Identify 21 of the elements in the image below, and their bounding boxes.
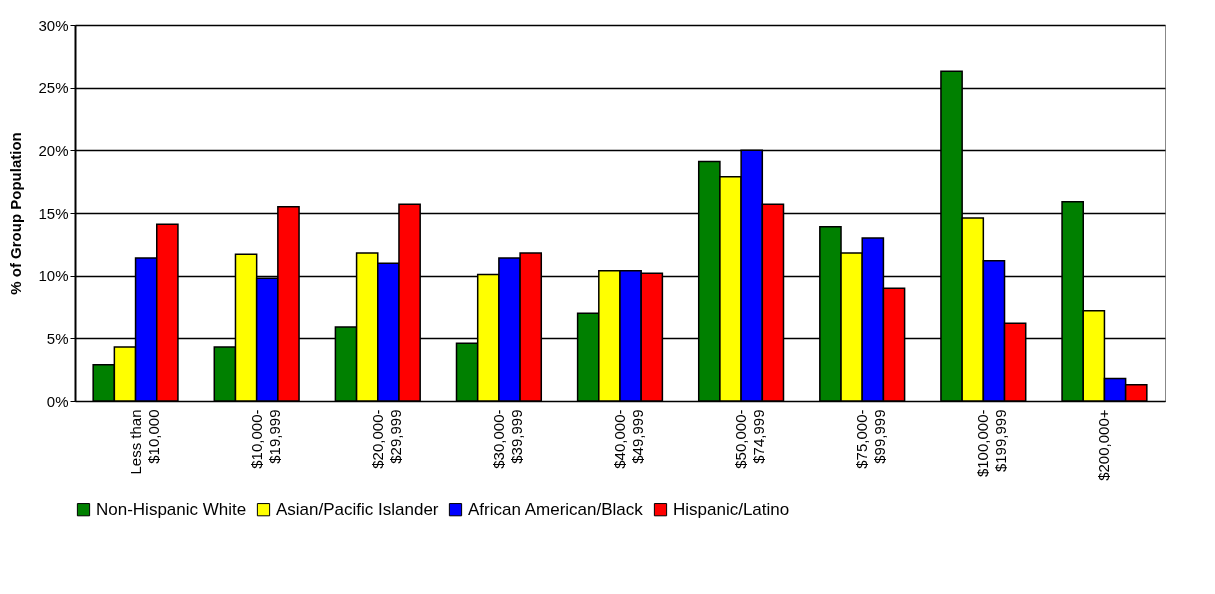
x-tick-label: $40,000- $49,999 bbox=[611, 409, 646, 469]
y-tick-label: 0% bbox=[46, 392, 69, 410]
x-tick-label: $100,000- $199,999 bbox=[974, 409, 1010, 478]
x-tick-label: Less than $10,000 bbox=[126, 409, 162, 475]
legend-label: African American/Black bbox=[468, 499, 644, 519]
y-tick-label: 15% bbox=[38, 204, 69, 222]
x-tick-label: $200,000+ bbox=[1095, 409, 1113, 481]
y-tick-label: 20% bbox=[38, 141, 69, 159]
legend-label: Hispanic/Latino bbox=[673, 499, 790, 519]
y-tick-label: 30% bbox=[38, 16, 69, 34]
x-tick-label: $75,000- $99,999 bbox=[853, 409, 889, 469]
y-tick-label: 25% bbox=[38, 79, 69, 97]
y-tick-label: 10% bbox=[38, 267, 69, 285]
legend-label: Asian/Pacific Islander bbox=[276, 499, 439, 519]
legend-label: Non-Hispanic White bbox=[96, 499, 247, 519]
y-tick-label: 5% bbox=[46, 329, 69, 347]
x-tick-label: $20,000- $29,999 bbox=[368, 409, 404, 469]
x-tick-label: $10,000- $19,999 bbox=[247, 409, 283, 469]
y-axis-title: % of Group Population bbox=[7, 132, 25, 295]
x-tick-label: $50,000- $74,999 bbox=[732, 409, 768, 469]
x-tick-label: $30,000- $39,999 bbox=[489, 409, 525, 469]
